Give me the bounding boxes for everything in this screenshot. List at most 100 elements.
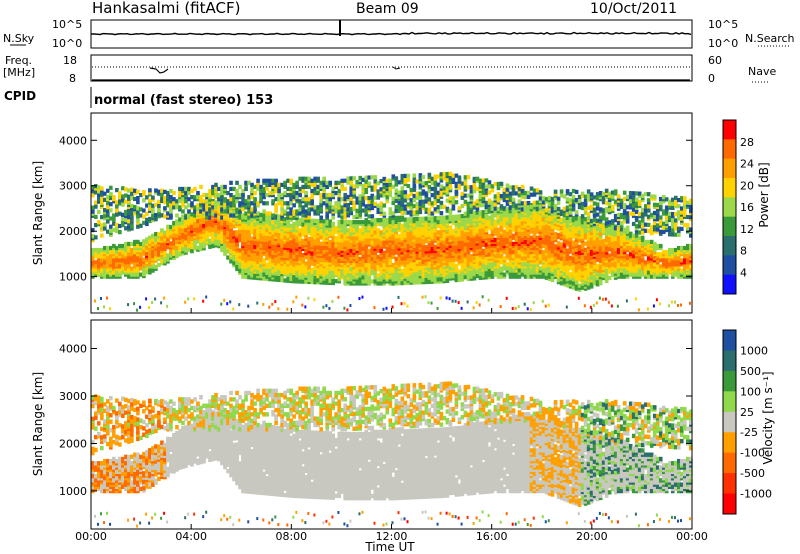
- power-cell: [238, 184, 242, 190]
- power-cell: [316, 268, 320, 273]
- power-cell: [202, 207, 206, 212]
- noise-tick-left-bottom: 10^0: [52, 37, 82, 50]
- power-cell: [538, 196, 543, 201]
- power-cell: [421, 175, 426, 180]
- power-cell: [388, 207, 393, 212]
- power-cell: [526, 200, 531, 206]
- power-cell: [100, 200, 104, 205]
- power-cell: [373, 271, 378, 276]
- power-cell: [304, 184, 308, 190]
- power-cell: [271, 250, 275, 255]
- power-cell: [94, 264, 98, 269]
- power-cell: [364, 218, 369, 223]
- power-cell: [103, 226, 107, 231]
- power-cell: [406, 173, 411, 178]
- power-cell: [253, 228, 257, 233]
- power-cell: [472, 210, 477, 216]
- power-cell: [163, 206, 167, 211]
- power-cell: [322, 258, 326, 263]
- power-cell: [262, 302, 265, 306]
- power-cell: [334, 207, 339, 212]
- power-cell: [100, 186, 104, 191]
- power-cell: [487, 270, 492, 276]
- power-cell: [166, 253, 170, 258]
- power-cell: [442, 225, 447, 231]
- power-cell: [367, 214, 372, 219]
- power-cell: [466, 205, 471, 210]
- power-cell: [436, 182, 441, 187]
- power-cell: [445, 178, 450, 183]
- power-cell: [169, 195, 173, 200]
- power-cell: [343, 192, 348, 198]
- power-cell: [133, 205, 137, 210]
- power-cell: [430, 301, 433, 305]
- power-cell: [526, 233, 531, 238]
- power-cell: [274, 186, 278, 192]
- power-cell: [265, 274, 269, 279]
- power-cell: [283, 201, 287, 206]
- power-cell: [424, 222, 429, 227]
- power-cell: [274, 275, 278, 280]
- power-cell: [313, 298, 316, 302]
- power-cell: [415, 206, 420, 211]
- power-cell: [166, 211, 170, 216]
- power-cell: [355, 208, 360, 213]
- power-cell: [235, 188, 239, 194]
- power-cell: [400, 210, 405, 215]
- power-cell: [445, 206, 450, 211]
- power-cell: [517, 250, 522, 255]
- power-cell: [505, 201, 510, 207]
- power-cell: [220, 225, 224, 230]
- freq-tick-top: 18: [63, 54, 77, 67]
- power-cell: [406, 194, 411, 199]
- power-cell: [370, 279, 375, 284]
- power-cell: [403, 242, 408, 247]
- power-cell: [94, 248, 98, 253]
- power-cell: [247, 250, 251, 255]
- power-cell: [385, 246, 390, 251]
- power-cell: [484, 190, 489, 195]
- power-cell: [430, 271, 435, 276]
- power-cell: [241, 193, 245, 198]
- power-cell: [451, 229, 456, 234]
- power-cell: [535, 256, 540, 261]
- power-cell: [418, 199, 423, 204]
- power-cell: [154, 264, 158, 269]
- power-cell: [145, 211, 149, 216]
- power-cell: [307, 255, 311, 260]
- power-cell: [262, 195, 266, 200]
- power-cell: [148, 235, 152, 240]
- power-cell: [268, 268, 272, 274]
- power-cell: [130, 241, 134, 247]
- power-cell: [310, 226, 314, 232]
- power-cell: [232, 307, 235, 311]
- power-cell: [265, 215, 269, 220]
- power-cell: [376, 234, 381, 239]
- power-cell: [199, 195, 203, 200]
- power-cell: [343, 197, 348, 202]
- power-cell: [127, 241, 131, 247]
- power-cell: [544, 267, 549, 272]
- power-cell: [247, 304, 250, 308]
- power-cell: [304, 234, 308, 239]
- power-cell: [520, 205, 525, 210]
- power-cell: [175, 213, 179, 218]
- power-cell: [229, 232, 233, 237]
- power-cell: [307, 215, 311, 220]
- power-cell: [475, 222, 480, 228]
- power-cell: [436, 190, 441, 195]
- power-cell: [400, 242, 405, 247]
- power-cell: [262, 229, 266, 234]
- power-cell: [529, 254, 534, 259]
- power-cell: [478, 201, 483, 206]
- power-cell: [373, 306, 376, 310]
- power-cell: [127, 303, 130, 307]
- power-cell: [175, 203, 179, 208]
- power-cell: [454, 277, 459, 283]
- power-cell: [469, 189, 474, 194]
- power-cell: [541, 217, 546, 222]
- power-cell: [370, 206, 375, 211]
- power-cell: [445, 171, 450, 177]
- power-cell: [340, 178, 345, 183]
